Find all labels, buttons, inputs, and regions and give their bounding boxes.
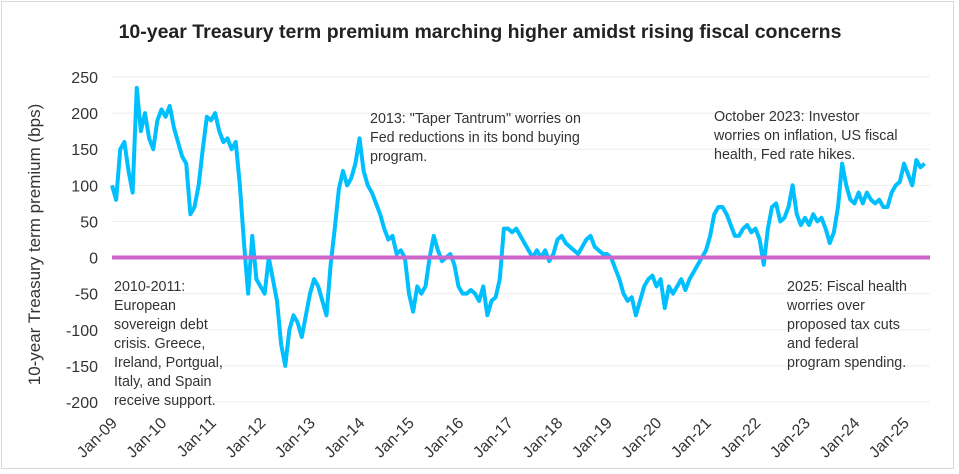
x-tick-label: Jan-14 [322, 415, 369, 462]
x-tick-label: Jan-09 [74, 415, 121, 462]
annotation-line: 2025: Fiscal health [787, 279, 908, 295]
y-tick-label: -150 [66, 359, 98, 376]
annotation-line: worries over [787, 298, 865, 314]
x-tick-label: Jan-16 [421, 415, 468, 462]
x-tick-label: Jan-15 [371, 415, 418, 462]
annotation-2013: 2013: "Taper Tantrum" worries on Fed redu… [370, 110, 581, 167]
annotation-line: health, Fed rate hikes. [714, 147, 856, 163]
x-tick-label: Jan-21 [668, 415, 715, 462]
y-tick-label: 0 [89, 251, 98, 268]
x-tick-label: Jan-23 [767, 415, 814, 462]
annotation-line: sovereign debt [114, 317, 208, 333]
x-tick-label: Jan-10 [124, 415, 171, 462]
annotation-line: receive support. [114, 393, 216, 409]
annotation-line: program spending. [787, 355, 907, 371]
x-tick-label: Jan-17 [470, 415, 517, 462]
x-tick-label: Jan-25 [866, 415, 913, 462]
annotation-line: European [114, 298, 177, 314]
annotation-line: proposed tax cuts [787, 317, 900, 333]
x-tick-label: Jan-24 [817, 415, 864, 462]
annotation-line: 2013: "Taper Tantrum" worries on [370, 111, 581, 127]
annotation-2010: 2010-2011: European sovereign debt crisis. … [114, 278, 223, 411]
x-tick-label: Jan-12 [223, 415, 270, 462]
annotation-2023: October 2023: Investor worries on inflati… [714, 108, 898, 165]
annotation-line: Fed reductions in its bond buying [370, 130, 580, 146]
y-tick-label: 100 [71, 178, 98, 195]
y-tick-label: 200 [71, 106, 98, 123]
y-tick-label: -50 [75, 287, 98, 304]
x-tick-label: Jan-18 [520, 415, 567, 462]
annotation-line: crisis. Greece, [114, 336, 206, 352]
annotation-line: October 2023: Investor [714, 109, 860, 125]
annotation-2025: 2025: Fiscal health worries over proposed … [787, 278, 907, 373]
x-tick-label: Jan-11 [174, 415, 220, 461]
annotation-line: program. [370, 149, 428, 165]
term-premium-line [110, 85, 926, 368]
y-tick-label: 50 [80, 214, 98, 231]
y-axis-label: 10-year Treasury term premium (bps) [25, 104, 44, 386]
x-tick-label: Jan-19 [569, 415, 616, 462]
y-tick-label: 150 [71, 142, 98, 159]
x-tick-label: Jan-22 [718, 415, 765, 462]
annotation-line: Ireland, Portgual, [114, 355, 223, 371]
annotation-line: 2010-2011: [114, 279, 186, 295]
annotation-line: Italy, and Spain [114, 374, 212, 390]
x-tick-label: Jan-13 [272, 415, 319, 462]
y-tick-label: -200 [66, 395, 98, 412]
y-tick-label: 250 [71, 70, 98, 87]
x-tick-label: Jan-20 [619, 415, 666, 462]
annotation-line: worries on inflation, US fiscal [714, 128, 898, 144]
annotation-line: and federal [787, 336, 859, 352]
y-tick-label: -100 [66, 323, 98, 340]
chart-title: 10-year Treasury term premium marching h… [118, 21, 842, 43]
